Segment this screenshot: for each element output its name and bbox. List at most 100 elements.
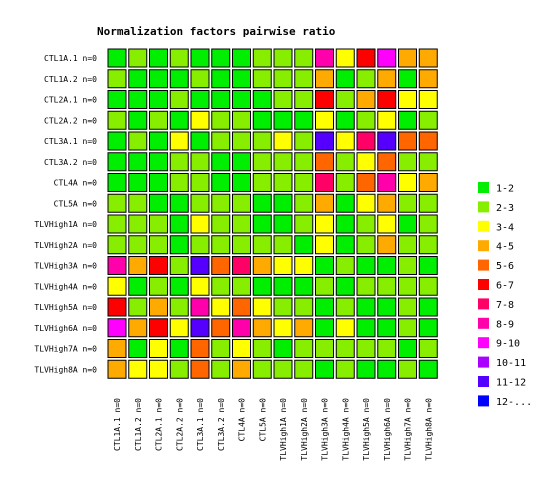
legend-swatch: [478, 259, 489, 271]
heatmap-cell: [232, 359, 251, 379]
chart-title: Normalization factors pairwise ratio: [97, 25, 336, 38]
heatmap-cell: [107, 214, 127, 234]
legend-label: 12-...: [496, 397, 532, 408]
heatmap-cell: [169, 193, 189, 213]
heatmap-cell: [107, 110, 127, 130]
heatmap-cell: [315, 235, 334, 255]
legend: 1-2 2-3 3-4 4-5 5-6 6-7 7-8 8-9 9-10 10-11 11-12 12…: [478, 182, 532, 408]
column-label: TLVHigh8A n=0: [424, 398, 433, 461]
heatmap-cell: [107, 276, 127, 296]
heatmap-cell: [169, 131, 189, 151]
heatmap-cell: [273, 69, 293, 89]
heatmap-cell: [211, 152, 231, 172]
row-label: CTL4A n=0: [54, 179, 98, 188]
heatmap-cell: [398, 359, 417, 379]
heatmap-cell: [128, 193, 148, 213]
heatmap-cell: [294, 173, 314, 192]
heatmap-cell: [294, 359, 314, 379]
heatmap-cell: [211, 173, 231, 192]
heatmap-cell: [128, 256, 148, 275]
heatmap-cell: [190, 152, 210, 172]
heatmap-cell: [398, 110, 417, 130]
heatmap-cell: [211, 214, 231, 234]
row-label: TLVHigh3A n=0: [34, 262, 97, 271]
heatmap-cell: [149, 193, 168, 213]
heatmap-cell: [356, 110, 376, 130]
heatmap-cell: [294, 256, 314, 275]
heatmap-cell: [294, 276, 314, 296]
heatmap-cell: [335, 359, 355, 379]
heatmap-cell: [418, 359, 438, 379]
heatmap-cell: [418, 318, 438, 338]
heatmap-cells: [107, 48, 438, 379]
heatmap-cell: [356, 193, 376, 213]
heatmap-cell: [232, 235, 251, 255]
heatmap-cell: [356, 131, 376, 151]
legend-swatch: [478, 317, 489, 329]
heatmap-cell: [273, 256, 293, 275]
heatmap-cell: [107, 256, 127, 275]
heatmap-cell: [418, 131, 438, 151]
heatmap-cell: [232, 152, 251, 172]
heatmap-cell: [356, 48, 376, 68]
heatmap-cell: [149, 214, 168, 234]
heatmap-cell: [335, 276, 355, 296]
legend-swatch: [478, 298, 489, 310]
column-label: TLVHigh7A n=0: [404, 398, 413, 461]
heatmap-cell: [377, 48, 397, 68]
heatmap-cell: [252, 359, 272, 379]
heatmap-cell: [418, 90, 438, 109]
heatmap-cell: [294, 214, 314, 234]
heatmap-cell: [107, 90, 127, 109]
heatmap-cell: [315, 297, 334, 317]
heatmap-cell: [107, 152, 127, 172]
heatmap-cell: [190, 69, 210, 89]
heatmap-cell: [107, 359, 127, 379]
row-label: TLVHigh8A n=0: [34, 365, 97, 374]
column-label: CTL1A.2 n=0: [134, 398, 143, 451]
heatmap-cell: [335, 131, 355, 151]
heatmap-cell: [190, 193, 210, 213]
heatmap-cell: [232, 339, 251, 358]
heatmap-cell: [315, 173, 334, 192]
column-label: TLVHigh4A n=0: [341, 398, 350, 461]
heatmap-cell: [398, 318, 417, 338]
heatmap-cell: [398, 235, 417, 255]
heatmap-cell: [128, 48, 148, 68]
heatmap-cell: [211, 318, 231, 338]
heatmap-cell: [252, 339, 272, 358]
heatmap-cell: [169, 69, 189, 89]
heatmap-cell: [377, 339, 397, 358]
row-label: CTL3A.1 n=0: [44, 137, 97, 146]
heatmap-cell: [252, 235, 272, 255]
column-label: CTL3A.2 n=0: [217, 398, 226, 451]
heatmap-cell: [398, 297, 417, 317]
heatmap-cell: [273, 359, 293, 379]
legend-label: 3-4: [496, 222, 514, 233]
row-label: CTL2A.1 n=0: [44, 96, 97, 105]
row-label: TLVHigh2A n=0: [34, 241, 97, 250]
heatmap-cell: [377, 193, 397, 213]
heatmap-cell: [128, 297, 148, 317]
heatmap-cell: [211, 359, 231, 379]
heatmap-cell: [335, 69, 355, 89]
heatmap-cell: [252, 173, 272, 192]
heatmap-cell: [190, 110, 210, 130]
heatmap-cell: [232, 110, 251, 130]
heatmap-cell: [169, 276, 189, 296]
heatmap-cell: [211, 193, 231, 213]
heatmap-cell: [149, 359, 168, 379]
heatmap-cell: [190, 235, 210, 255]
heatmap-cell: [190, 90, 210, 109]
legend-swatch: [478, 337, 489, 349]
heatmap-cell: [377, 69, 397, 89]
heatmap-cell: [232, 48, 251, 68]
heatmap-cell: [418, 276, 438, 296]
heatmap-cell: [232, 318, 251, 338]
heatmap-cell: [273, 339, 293, 358]
heatmap-cell: [315, 152, 334, 172]
heatmap-cell: [418, 69, 438, 89]
heatmap-cell: [377, 235, 397, 255]
heatmap-cell: [128, 276, 148, 296]
